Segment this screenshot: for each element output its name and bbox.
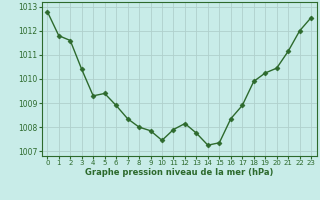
X-axis label: Graphe pression niveau de la mer (hPa): Graphe pression niveau de la mer (hPa) [85,168,273,177]
